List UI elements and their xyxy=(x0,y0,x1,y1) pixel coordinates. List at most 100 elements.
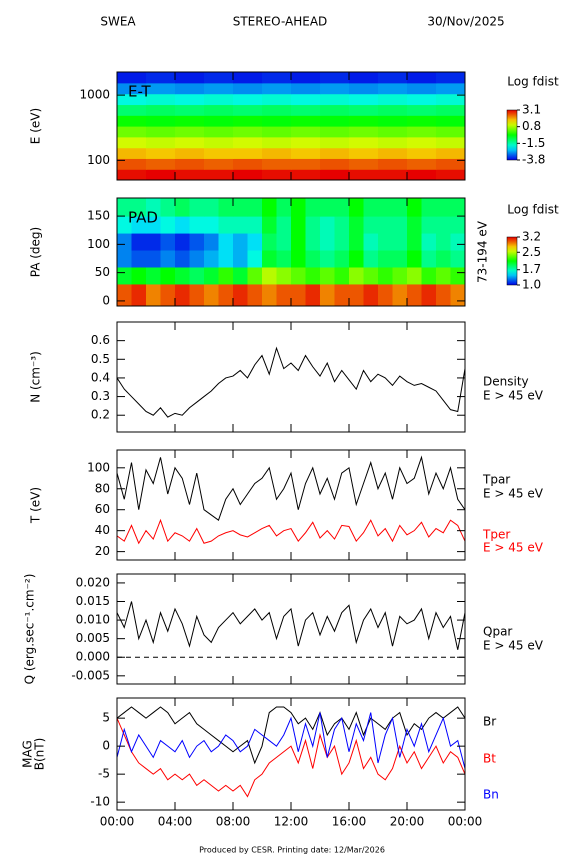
heat-cell xyxy=(146,115,176,127)
heat-cell xyxy=(247,283,263,306)
heat-cell xyxy=(392,233,408,251)
heat-cell xyxy=(262,115,292,127)
heat-cell xyxy=(436,126,465,138)
heat-cell xyxy=(131,233,147,251)
heat-cell xyxy=(450,283,465,306)
heat-cell xyxy=(291,93,321,106)
heat-cell xyxy=(407,216,422,234)
heat-cell xyxy=(117,250,132,268)
heat-cell xyxy=(407,147,437,159)
heat-cell xyxy=(189,216,205,234)
heat-cell xyxy=(175,115,205,127)
heat-cell xyxy=(117,126,147,138)
heat-cell xyxy=(378,216,393,234)
heat-cell xyxy=(305,283,321,306)
heat-cell xyxy=(421,233,437,251)
heat-cell xyxy=(392,198,408,217)
heat-cell xyxy=(436,104,465,116)
heat-cell xyxy=(349,104,379,116)
heat-cell xyxy=(436,233,451,251)
heat-cell xyxy=(175,169,205,180)
heat-cell xyxy=(407,126,437,138)
heat-cell xyxy=(291,250,306,268)
y-tick-label: 1000 xyxy=(79,88,110,102)
legend-name: Density xyxy=(483,375,529,389)
heat-cell xyxy=(436,72,465,84)
heat-cell xyxy=(378,266,393,285)
y-tick-label: -0.005 xyxy=(71,668,110,682)
heat-cell xyxy=(247,233,263,251)
heat-cell xyxy=(392,250,408,268)
heat-cell xyxy=(305,266,321,285)
y-axis-label: E (eV) xyxy=(29,108,43,144)
heat-cell xyxy=(378,169,408,180)
heat-cell xyxy=(291,169,321,180)
heat-cell xyxy=(233,250,248,268)
heat-cell xyxy=(189,283,205,306)
heat-cell xyxy=(320,104,350,116)
heat-cell xyxy=(175,283,190,306)
heat-cell xyxy=(117,93,147,106)
y-tick-label: 0.4 xyxy=(91,370,110,384)
heat-cell xyxy=(204,283,219,306)
colorbar-label: Log fdist xyxy=(507,203,559,217)
heat-cell xyxy=(262,158,292,170)
heat-cell xyxy=(131,198,147,217)
heat-cell xyxy=(160,198,176,217)
y-tick-label: 0.3 xyxy=(91,389,110,403)
heat-cell xyxy=(349,147,379,159)
heat-cell xyxy=(204,115,234,127)
heat-cell xyxy=(262,136,292,149)
colorbar xyxy=(506,109,518,161)
heat-cell xyxy=(291,198,306,217)
y-tick-label: 0.010 xyxy=(76,613,110,627)
heat-cell xyxy=(349,136,379,149)
y-tick-label: 60 xyxy=(95,502,110,516)
heat-cell xyxy=(320,136,350,149)
series-line xyxy=(117,706,465,765)
colorbar-tick-label: 1.7 xyxy=(522,262,541,276)
heat-cell xyxy=(117,147,147,159)
heat-cell xyxy=(233,216,248,234)
heat-cell xyxy=(117,82,147,95)
legend-name: Br xyxy=(483,715,496,729)
heat-cell xyxy=(320,72,350,84)
heat-cell xyxy=(189,198,205,217)
heat-cell xyxy=(349,233,364,251)
heat-cell xyxy=(204,250,219,268)
heat-cell xyxy=(247,250,263,268)
x-tick-label: 12:00 xyxy=(274,815,309,829)
heat-cell xyxy=(363,216,379,234)
heat-cell xyxy=(349,198,364,217)
heat-cell xyxy=(204,216,219,234)
heat-cell xyxy=(407,198,422,217)
heat-cell xyxy=(204,136,234,149)
y-tick-label: 100 xyxy=(87,153,110,167)
heat-cell xyxy=(305,216,321,234)
y-tick-label: -5 xyxy=(98,767,110,781)
heat-cell xyxy=(262,233,277,251)
heat-cell xyxy=(450,250,465,268)
heat-cell xyxy=(175,216,190,234)
heat-cell xyxy=(291,283,306,306)
heat-cell xyxy=(291,266,306,285)
heat-cell xyxy=(262,198,277,217)
heat-cell xyxy=(320,169,350,180)
heat-cell xyxy=(175,93,205,106)
heat-cell xyxy=(450,233,465,251)
heat-cell xyxy=(204,126,234,138)
heat-cell xyxy=(262,169,292,180)
heat-cell xyxy=(262,283,277,306)
heat-cell xyxy=(233,158,263,170)
spacecraft: STEREO-AHEAD xyxy=(233,15,328,29)
heat-cell xyxy=(276,233,292,251)
instrument: SWEA xyxy=(100,15,136,29)
heat-cell xyxy=(262,72,292,84)
heat-cell xyxy=(349,266,364,285)
heat-cell xyxy=(175,147,205,159)
y-tick-label: 40 xyxy=(95,523,110,537)
heat-cell xyxy=(160,266,176,285)
heat-cell xyxy=(436,198,451,217)
heat-cell xyxy=(160,283,176,306)
heat-cell xyxy=(175,104,205,116)
